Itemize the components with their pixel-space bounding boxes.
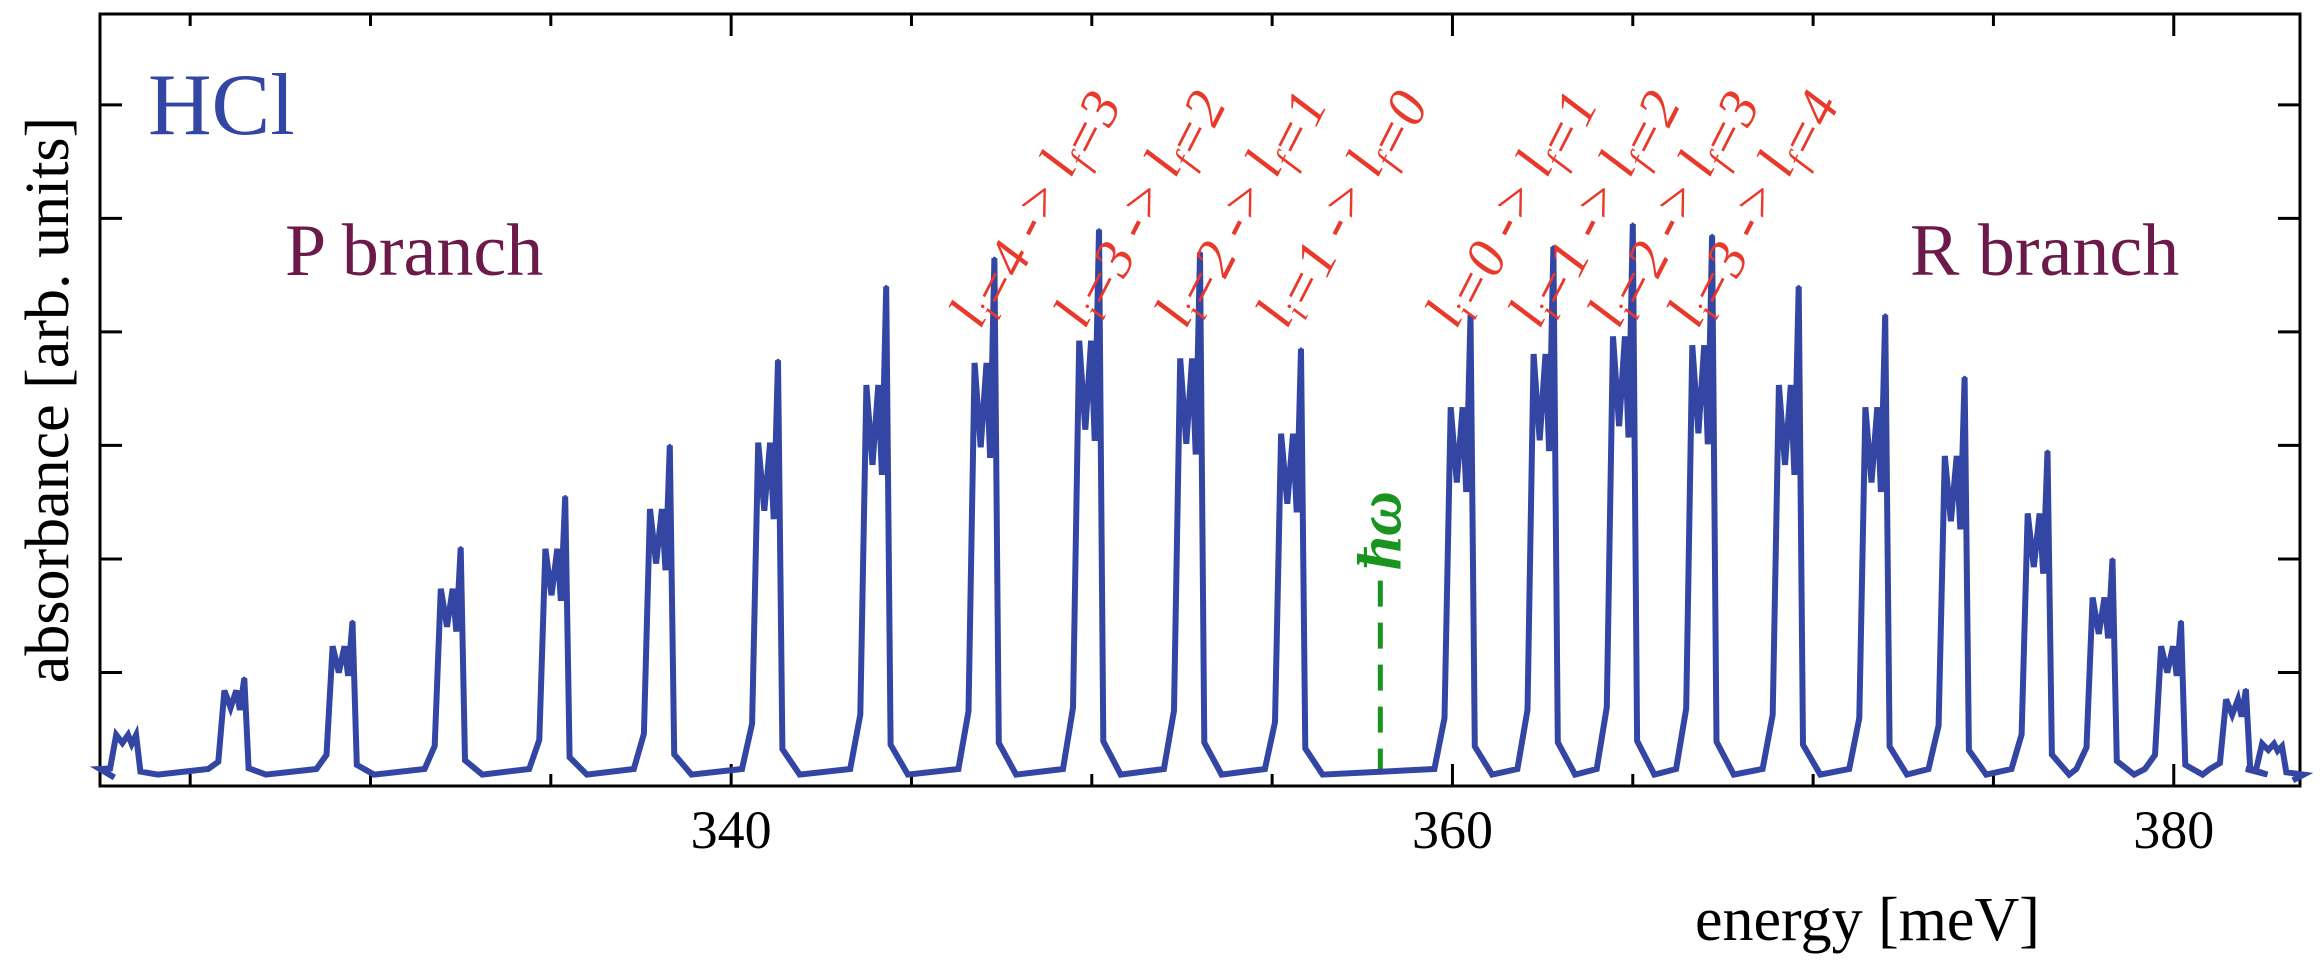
- peak-point: [1097, 228, 1101, 232]
- peak-point: [2280, 744, 2284, 748]
- peak-point: [1963, 375, 1967, 379]
- x-axis-label: energy [meV]: [1695, 886, 2040, 954]
- spectrum-line-group: [89, 222, 2314, 783]
- species-label: HCl: [148, 57, 295, 154]
- x-tick-label: 380: [2133, 800, 2214, 860]
- plot-frame-group: [98, 12, 2302, 788]
- x-tick-labels: 340 360 380: [691, 800, 2215, 860]
- peak-point: [1299, 347, 1303, 351]
- peak-point: [2244, 688, 2248, 691]
- peak-point: [459, 546, 463, 550]
- peak-point: [2179, 619, 2183, 623]
- x-tick-label: 340: [691, 800, 772, 860]
- peak-point: [2110, 557, 2114, 561]
- axis-ticks: [100, 14, 2300, 786]
- p-branch-label: P branch: [285, 210, 543, 292]
- y-axis-label: absorbance [arb. units]: [14, 117, 82, 683]
- peak-point: [776, 358, 780, 362]
- peak-point: [2046, 449, 2050, 453]
- peak-point: [242, 676, 246, 680]
- peak-point: [134, 733, 138, 737]
- peak-point: [1883, 313, 1887, 317]
- center-frequency-marker: ħω: [1346, 491, 1414, 775]
- peak-point: [1710, 233, 1714, 237]
- r-branch-label: R branch: [1910, 210, 2179, 292]
- peak-point: [1797, 284, 1801, 288]
- peak-point: [1468, 313, 1472, 317]
- peak-point: [1198, 250, 1202, 254]
- x-tick-label: 360: [1412, 800, 1493, 860]
- transition-labels: li=4 -> lf=3li=3 -> lf=2li=2 -> lf=1li=1…: [937, 82, 1852, 336]
- plot-frame: [98, 12, 2302, 788]
- peak-point: [668, 443, 672, 447]
- hbar-omega-label: ħω: [1346, 491, 1414, 570]
- peak-point: [992, 256, 996, 260]
- spectrum-line: [89, 223, 2314, 783]
- peak-point: [563, 495, 567, 498]
- peak-point: [350, 619, 354, 623]
- peak-point: [884, 284, 888, 288]
- peak-point: [1551, 245, 1555, 249]
- peak-point: [1631, 222, 1635, 226]
